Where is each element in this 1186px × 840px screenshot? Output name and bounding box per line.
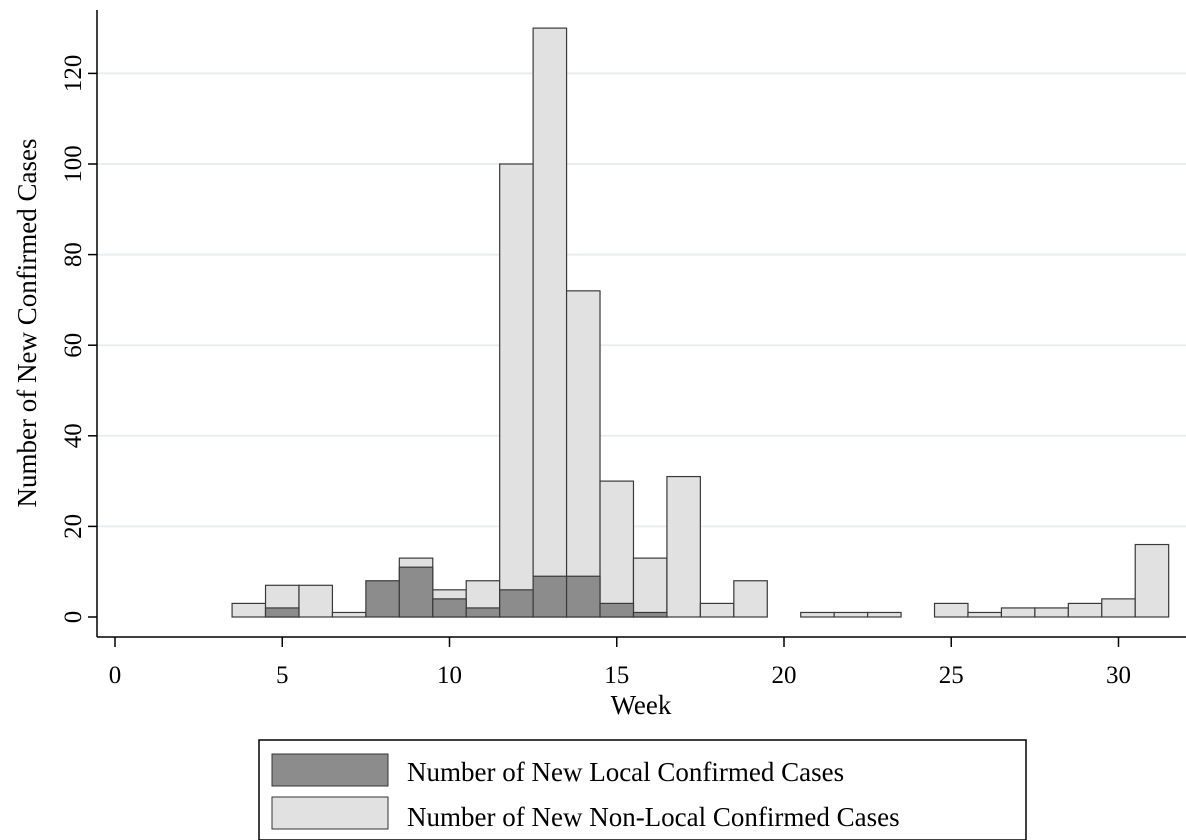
- bar: [499, 163, 534, 618]
- x-tick-label: 15: [604, 662, 629, 689]
- x-tick-label: 30: [1106, 662, 1131, 689]
- bar: [632, 557, 668, 618]
- y-tick-label: 100: [60, 145, 87, 183]
- bar: [499, 589, 534, 618]
- bar: [432, 598, 467, 618]
- x-tick-label: 5: [276, 662, 289, 689]
- bar: [733, 580, 768, 618]
- x-axis-title: Week: [611, 690, 672, 720]
- y-tick-label: 20: [60, 514, 87, 539]
- bar: [599, 480, 635, 618]
- bar: [1000, 607, 1036, 618]
- x-tick-label: 20: [772, 662, 797, 689]
- bar: [231, 602, 267, 618]
- legend-label-nonlocal: Number of New Non-Local Confirmed Cases: [407, 802, 900, 832]
- axes: 0 20 40 60 80 100 120 0 5 10 15 20 25 30: [60, 10, 1186, 689]
- bar: [565, 575, 601, 618]
- gridlines: [97, 72, 1186, 528]
- bar: [1067, 602, 1103, 618]
- bar: [933, 602, 969, 618]
- bar: [398, 566, 434, 618]
- bar: [1034, 607, 1069, 618]
- x-tick-label: 10: [437, 662, 462, 689]
- x-tick-label: 0: [109, 662, 122, 689]
- bar: [599, 602, 635, 618]
- bar: [331, 611, 367, 618]
- y-tick-label: 60: [60, 333, 87, 358]
- bar: [264, 607, 300, 618]
- bar: [565, 290, 601, 618]
- x-tick-label: 25: [939, 662, 964, 689]
- y-tick-label: 120: [60, 55, 87, 93]
- bar: [699, 602, 735, 618]
- bars: [231, 27, 1170, 618]
- bar: [532, 27, 568, 618]
- y-tick-label: 40: [60, 423, 87, 448]
- bar: [465, 607, 501, 618]
- bar: [298, 584, 334, 618]
- bar: [800, 611, 835, 618]
- bar: [833, 611, 869, 618]
- bar: [532, 575, 568, 618]
- bar: [632, 611, 668, 618]
- bar: [867, 611, 902, 618]
- legend-swatch-local: [271, 753, 389, 787]
- legend: Number of New Local Confirmed Cases Numb…: [258, 739, 1027, 840]
- bar: [967, 611, 1003, 618]
- bar: [1134, 543, 1170, 618]
- bar: [1101, 598, 1136, 618]
- y-axis-title: Number of New Confirmed Cases: [12, 139, 42, 508]
- legend-swatch-nonlocal: [271, 796, 389, 830]
- y-tick-label: 0: [60, 611, 87, 624]
- legend-label-local: Number of New Local Confirmed Cases: [407, 757, 844, 787]
- bar: [365, 580, 400, 618]
- y-tick-label: 80: [60, 242, 87, 267]
- bar: [666, 475, 701, 618]
